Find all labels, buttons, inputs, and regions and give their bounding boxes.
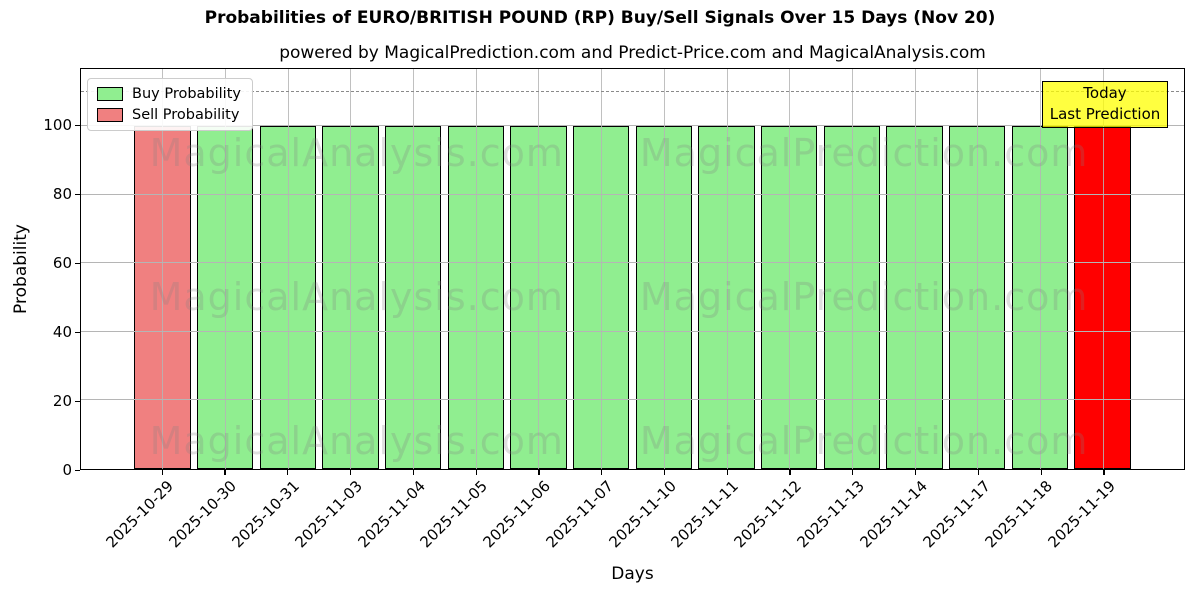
watermark-left: MagicalAnalysis.com [149,275,564,319]
x-tick-label: 2025-11-07 [542,477,617,552]
legend: Buy Probability Sell Probability [87,78,253,131]
x-tick-mark [538,470,540,475]
y-tick-label: 40 [52,323,72,342]
x-tick-mark [1040,470,1042,475]
x-tick-label: 2025-10-30 [165,477,241,552]
x-tick-label: 2025-11-14 [856,477,931,552]
x-tick-mark [663,470,666,475]
watermark-left: MagicalAnalysis.com [149,130,564,175]
y-tick-mark [75,332,80,334]
bar-2025-11-11 [698,125,755,469]
bar-2025-11-07 [572,125,630,469]
watermark-right: MagicalPrediction.com [639,130,1089,175]
x-tick-label: 2025-10-31 [228,477,303,552]
x-tick-mark [601,470,603,475]
x-gridline [287,69,289,469]
x-gridline [851,69,853,469]
bar-2025-11-17 [948,125,1006,469]
y-gridline [81,262,1184,264]
y-gridline [81,330,1184,332]
y-axis-label: Probability [11,224,31,314]
x-tick-label: 2025-11-06 [479,477,555,552]
chart-subtitle: powered by MagicalPrediction.com and Pre… [279,43,986,63]
y-tick-mark [75,470,80,472]
x-tick-label: 2025-11-03 [291,477,366,552]
y-gridline [81,124,1184,126]
y-tick-label: 20 [52,392,72,411]
x-tick-mark [412,470,414,475]
sell-swatch [97,108,123,122]
x-gridline [350,69,352,469]
bar-2025-11-13 [823,125,881,469]
x-gridline [225,69,227,469]
legend-item: Buy Probability [97,86,241,102]
x-tick-mark [475,470,477,475]
legend-item-label: Buy Probability [132,86,241,102]
today-annotation: Today Last Prediction [1042,81,1168,128]
plot-area: MagicalAnalysis.com MagicalPrediction.com… [80,68,1185,470]
watermark-left: MagicalAnalysis.com [149,419,564,463]
x-tick-mark [915,470,917,475]
bar-2025-10-31 [259,125,316,469]
x-tick-label: 2025-11-13 [793,477,868,552]
x-gridline [538,69,540,469]
x-gridline [977,69,979,469]
bar-2025-11-05 [447,125,504,469]
buy-swatch [97,87,123,101]
x-axis-label: Days [611,564,654,584]
x-gridline [663,69,665,469]
x-tick-label: 2025-11-12 [730,477,806,552]
x-tick-mark [224,470,226,475]
x-tick-mark [726,470,728,475]
x-tick-mark [287,470,289,475]
bar-2025-11-06 [510,125,567,469]
annotation-line: Last Prediction [1049,105,1161,123]
x-gridline [726,69,728,469]
x-tick-mark [1103,470,1105,475]
x-tick-mark [852,470,854,475]
bar-2025-11-12 [760,125,818,469]
y-tick-label: 60 [52,254,72,273]
y-gridline [81,193,1184,195]
bar-2025-11-10 [635,125,693,469]
x-tick-mark [161,470,163,475]
x-tick-label: 2025-11-19 [1044,477,1120,552]
x-gridline [162,69,164,469]
y-tick-mark [75,263,80,265]
y-tick-mark [75,401,80,403]
x-gridline [413,69,415,469]
x-gridline [601,69,603,469]
x-gridline [475,69,477,469]
y-tick-label: 100 [43,116,72,135]
y-tick-mark [75,125,80,127]
bar-2025-10-30 [196,125,254,469]
x-gridline [914,69,916,469]
x-tick-mark [789,470,791,475]
annotation-line: Today [1083,84,1127,102]
watermark-right: MagicalPrediction.com [639,275,1089,319]
x-tick-mark [977,470,979,475]
y-tick-mark [75,194,80,196]
x-gridline [789,69,791,469]
legend-item-label: Sell Probability [132,107,240,123]
bar-2025-11-04 [384,125,442,469]
dashed-threshold-line [81,90,1184,92]
y-gridline [81,399,1184,401]
bar-2025-10-29 [134,125,191,469]
x-gridline [1039,69,1041,469]
watermark-right: MagicalPrediction.com [639,419,1089,463]
y-tick-label: 0 [62,461,72,479]
bar-2025-11-14 [886,125,943,469]
x-gridline [1102,69,1104,469]
legend-item: Sell Probability [97,107,241,123]
y-tick-label: 80 [52,185,72,204]
chart-title: Probabilities of EURO/BRITISH POUND (RP)… [204,8,996,28]
x-tick-mark [349,470,352,475]
